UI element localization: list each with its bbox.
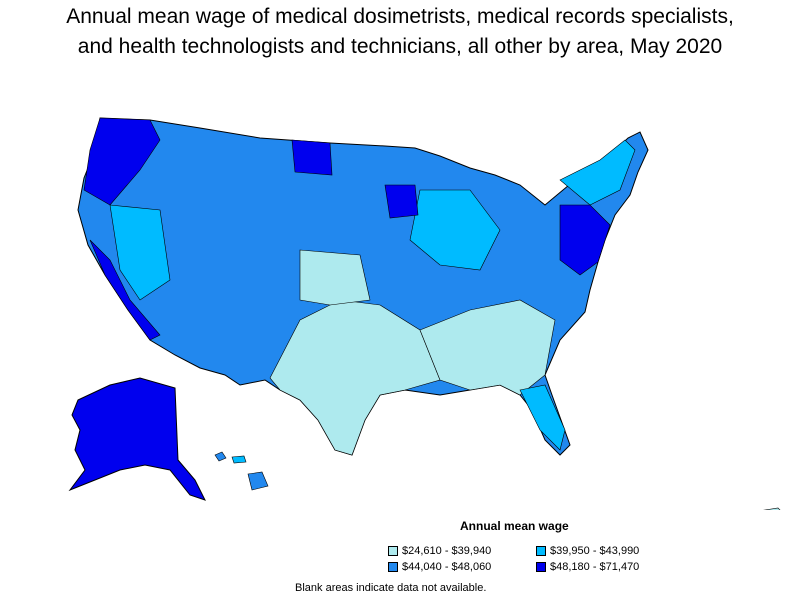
region-dark-pacific-northwest	[83, 117, 161, 206]
region-dark-dakota	[291, 139, 333, 176]
region-dark-california	[89, 239, 161, 341]
alaska-shape	[68, 377, 206, 501]
puerto-rico-shape	[763, 507, 781, 510]
legend-label-4: $48,180 - $71,470	[550, 561, 640, 573]
legend-title: Annual mean wage	[460, 519, 569, 533]
legend-label-2: $39,950 - $43,990	[550, 545, 640, 557]
region-mid-midwest	[409, 189, 501, 271]
region-light-plains	[299, 249, 371, 306]
legend-item-1: $24,610 - $39,940	[388, 545, 491, 557]
legend-item-2: $39,950 - $43,990	[536, 545, 639, 557]
us-choropleth-map	[68, 117, 781, 510]
legend-swatch-2	[536, 546, 546, 556]
hawaii-island-3	[247, 471, 269, 491]
legend-swatch-4	[536, 562, 546, 572]
region-dark-minnesota	[384, 184, 419, 219]
legend-label-3: $44,040 - $48,060	[402, 561, 492, 573]
legend-item-4: $48,180 - $71,470	[536, 561, 639, 573]
region-light-southeast	[419, 299, 556, 396]
map-title-line-2: and health technologists and technicians…	[77, 35, 723, 58]
legend-swatch-3	[388, 562, 398, 572]
region-mid-nevada	[109, 204, 171, 301]
legend-swatch-1	[388, 546, 398, 556]
legend-label-1: $24,610 - $39,940	[402, 545, 492, 557]
blank-areas-note: Blank areas indicate data not available.	[295, 582, 487, 594]
region-mid-florida	[519, 384, 566, 451]
hawaii-island-2	[231, 455, 247, 464]
hawaii-island-1	[214, 451, 227, 462]
map-title-line-1: Annual mean wage of medical dosimetrists…	[66, 5, 734, 28]
map-title: Annual mean wage of medical dosimetrists…	[0, 2, 800, 62]
legend-item-3: $44,040 - $48,060	[388, 561, 491, 573]
region-dark-northeast-corridor	[559, 204, 611, 276]
